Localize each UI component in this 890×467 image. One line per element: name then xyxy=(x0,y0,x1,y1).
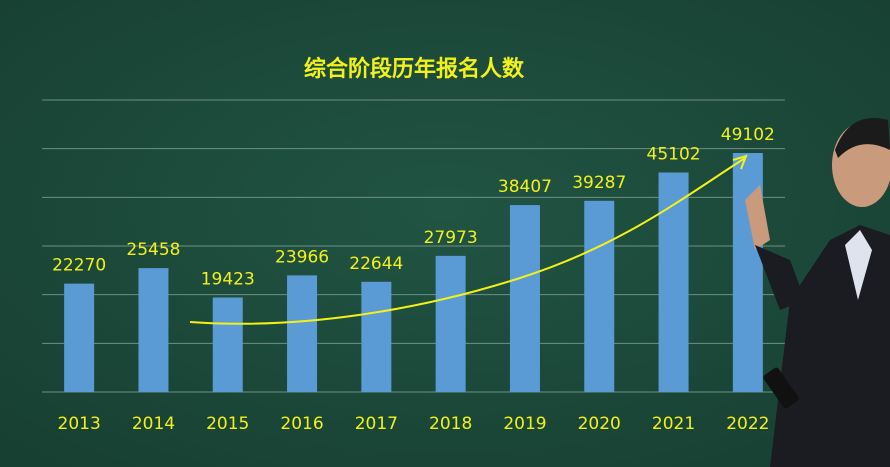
chart-title: 综合阶段历年报名人数 xyxy=(304,56,525,82)
value-label: 22270 xyxy=(52,256,106,276)
value-label: 38407 xyxy=(498,177,552,197)
value-label: 45102 xyxy=(647,145,701,165)
value-label: 25458 xyxy=(126,240,180,260)
bar xyxy=(584,200,615,392)
value-label: 39287 xyxy=(572,173,626,193)
presenter-hand xyxy=(745,185,770,250)
bar xyxy=(212,297,243,392)
x-tick-label: 2021 xyxy=(652,414,695,434)
bar xyxy=(509,205,540,392)
value-label: 49102 xyxy=(721,125,775,145)
plot-area: 2013 22270 2014 25458 2015 19423 2016 23966 2017… xyxy=(42,99,785,434)
presenter-arm xyxy=(755,245,805,310)
bar xyxy=(64,283,95,392)
x-tick-label: 2020 xyxy=(578,414,621,434)
x-tick-label: 2014 xyxy=(132,414,175,434)
bar xyxy=(658,172,689,392)
x-tick-label: 2019 xyxy=(503,414,546,434)
x-tick-label: 2022 xyxy=(726,414,769,434)
x-tick-label: 2017 xyxy=(355,414,398,434)
bar xyxy=(435,255,466,392)
value-label: 22644 xyxy=(349,254,403,274)
bar xyxy=(287,275,318,392)
value-label: 23966 xyxy=(275,247,329,267)
bar xyxy=(138,268,169,392)
arrow-head xyxy=(732,154,748,170)
presenter-remote xyxy=(763,367,799,409)
presenter-hair xyxy=(835,118,890,158)
x-tick-label: 2018 xyxy=(429,414,472,434)
presenter-shirt xyxy=(845,230,872,300)
value-label: 27973 xyxy=(424,228,478,248)
x-tick-label: 2013 xyxy=(58,414,101,434)
bar xyxy=(361,281,392,392)
presenter xyxy=(745,118,890,467)
value-label: 19423 xyxy=(201,269,255,289)
x-tick-label: 2016 xyxy=(280,414,323,434)
trend-arrow xyxy=(189,157,746,325)
x-tick-label: 2015 xyxy=(206,414,249,434)
